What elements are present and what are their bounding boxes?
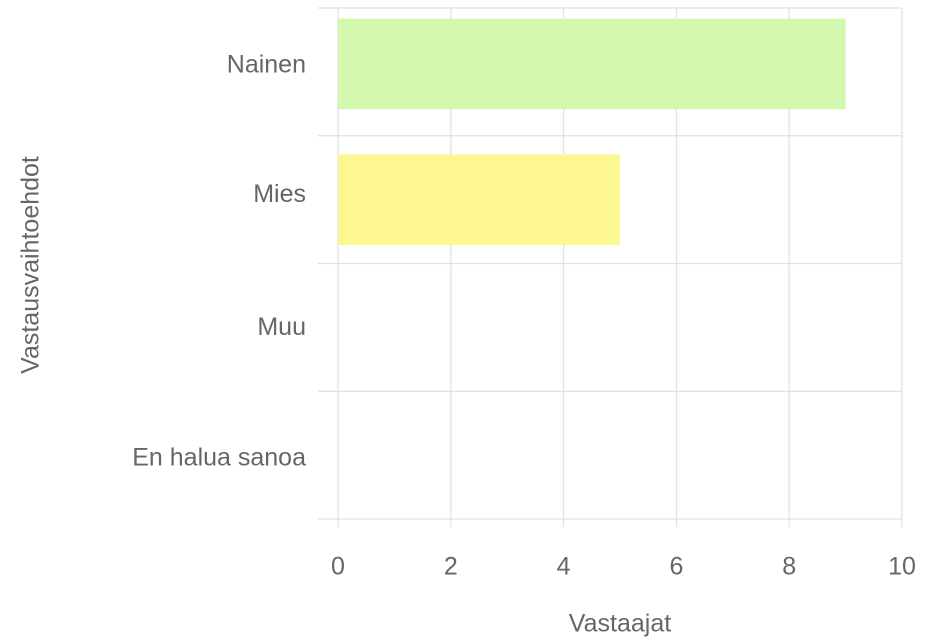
bar	[338, 18, 846, 110]
y-tick-label: En halua sanoa	[132, 444, 306, 472]
x-tick-label: 0	[331, 553, 345, 581]
y-axis-label: Vastausvaihtoehdot	[17, 156, 45, 374]
y-tick-label: Mies	[253, 180, 306, 208]
y-tick-label: Nainen	[227, 50, 306, 78]
x-tick-label: 4	[557, 553, 571, 581]
x-tick-label: 6	[669, 553, 683, 581]
x-tick-label: 8	[782, 553, 796, 581]
x-tick-label: 2	[444, 553, 458, 581]
x-axis-label: Vastaajat	[569, 610, 671, 638]
y-tick-label: Muu	[257, 313, 306, 341]
bar	[338, 154, 620, 245]
x-tick-label: 10	[888, 553, 916, 581]
